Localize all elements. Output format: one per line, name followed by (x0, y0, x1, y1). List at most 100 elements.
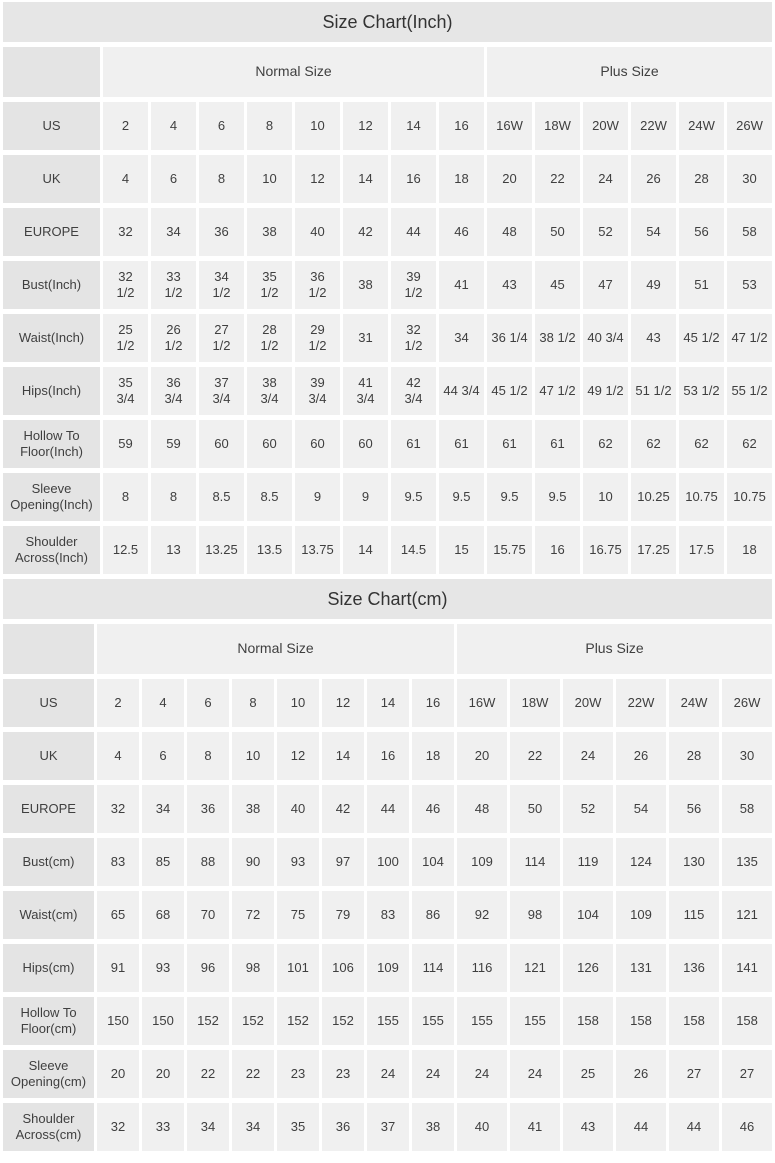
row-label: Hollow To Floor(Inch) (3, 420, 100, 468)
size-value-cell: 35 1/2 (247, 261, 292, 309)
size-value-cell: 56 (679, 208, 724, 256)
size-value-cell: 13.25 (199, 526, 244, 574)
size-value-cell: 20W (563, 679, 613, 727)
table-row: Waist(Inch) 25 1/2 26 1/2 27 1/2 28 1/2 29 1/… (3, 314, 773, 362)
size-value-cell: 62 (631, 420, 676, 468)
size-value-cell: 58 (727, 208, 773, 256)
column-group-header: Plus Size (457, 624, 773, 674)
row-label: Sleeve Opening(Inch) (3, 473, 100, 521)
row-label: UK (3, 155, 100, 203)
size-value-cell: 48 (457, 785, 507, 833)
size-value-cell: 40 (295, 208, 340, 256)
size-value-cell: 62 (583, 420, 628, 468)
size-value-cell: 91 (97, 944, 139, 992)
size-value-cell: 42 3/4 (391, 367, 436, 415)
size-value-cell: 116 (457, 944, 507, 992)
size-value-cell: 10.75 (679, 473, 724, 521)
size-value-cell: 41 (439, 261, 484, 309)
size-value-cell: 36 1/4 (487, 314, 532, 362)
size-value-cell: 13.75 (295, 526, 340, 574)
size-value-cell: 27 (669, 1050, 719, 1098)
size-value-cell: 15 (439, 526, 484, 574)
size-value-cell: 2 (103, 102, 148, 150)
size-value-cell: 24 (412, 1050, 454, 1098)
size-value-cell: 2 (97, 679, 139, 727)
size-value-cell: 16 (439, 102, 484, 150)
size-value-cell: 51 1/2 (631, 367, 676, 415)
size-value-cell: 93 (277, 838, 319, 886)
size-value-cell: 39 1/2 (391, 261, 436, 309)
size-value-cell: 75 (277, 891, 319, 939)
size-value-cell: 14 (343, 526, 388, 574)
size-value-cell: 14.5 (391, 526, 436, 574)
size-value-cell: 10 (247, 155, 292, 203)
size-value-cell: 43 (563, 1103, 613, 1151)
size-value-cell: 43 (631, 314, 676, 362)
size-value-cell: 26 (631, 155, 676, 203)
size-value-cell: 8 (151, 473, 196, 521)
size-value-cell: 60 (247, 420, 292, 468)
size-value-cell: 16 (535, 526, 580, 574)
table-row: Hips(cm) 91 93 96 98 101 106 109 114 116 121 126 131… (3, 944, 773, 992)
size-value-cell: 26 (616, 732, 666, 780)
row-label: Waist(Inch) (3, 314, 100, 362)
size-value-cell: 36 1/2 (295, 261, 340, 309)
size-value-cell: 20 (142, 1050, 184, 1098)
size-value-cell: 33 (142, 1103, 184, 1151)
size-value-cell: 34 (151, 208, 196, 256)
size-value-cell: 8.5 (247, 473, 292, 521)
size-value-cell: 16 (412, 679, 454, 727)
size-value-cell: 22 (510, 732, 560, 780)
size-value-cell: 53 (727, 261, 773, 309)
size-value-cell: 50 (535, 208, 580, 256)
table-row: Sleeve Opening(cm) 20 20 22 22 23 23 24 24 24 24 25… (3, 1050, 773, 1098)
size-value-cell: 34 (232, 1103, 274, 1151)
size-value-cell: 35 (277, 1103, 319, 1151)
size-value-cell: 27 1/2 (199, 314, 244, 362)
size-value-cell: 8 (199, 155, 244, 203)
size-value-cell: 152 (187, 997, 229, 1045)
size-value-cell: 52 (563, 785, 613, 833)
size-value-cell: 32 1/2 (103, 261, 148, 309)
size-value-cell: 30 (727, 155, 773, 203)
size-value-cell: 22 (232, 1050, 274, 1098)
size-value-cell: 4 (151, 102, 196, 150)
size-value-cell: 8.5 (199, 473, 244, 521)
size-value-cell: 12 (343, 102, 388, 150)
size-value-cell: 121 (510, 944, 560, 992)
size-value-cell: 45 (535, 261, 580, 309)
table-row: Hollow To Floor(cm) 150 150 152 152 152 152 155… (3, 997, 773, 1045)
size-value-cell: 18 (439, 155, 484, 203)
size-value-cell: 152 (322, 997, 364, 1045)
size-value-cell: 40 (277, 785, 319, 833)
size-value-cell: 115 (669, 891, 719, 939)
size-value-cell: 119 (563, 838, 613, 886)
size-value-cell: 60 (199, 420, 244, 468)
size-value-cell: 58 (722, 785, 773, 833)
table-row: EUROPE 32 34 36 38 40 42 44 46 48 50 52 54 56 58 (3, 208, 773, 256)
size-value-cell: 20 (97, 1050, 139, 1098)
size-value-cell: 8 (232, 679, 274, 727)
size-value-cell: 9.5 (391, 473, 436, 521)
size-value-cell: 59 (103, 420, 148, 468)
size-value-cell: 9 (343, 473, 388, 521)
size-value-cell: 24 (510, 1050, 560, 1098)
size-value-cell: 44 (367, 785, 409, 833)
size-value-cell: 55 1/2 (727, 367, 773, 415)
size-value-cell: 22 (535, 155, 580, 203)
size-value-cell: 40 3/4 (583, 314, 628, 362)
size-value-cell: 35 3/4 (103, 367, 148, 415)
size-value-cell: 34 (187, 1103, 229, 1151)
table-row: Bust(Inch) 32 1/2 33 1/2 34 1/2 35 1/2 36 1/2… (3, 261, 773, 309)
size-value-cell: 141 (722, 944, 773, 992)
size-value-cell: 61 (439, 420, 484, 468)
size-value-cell: 6 (187, 679, 229, 727)
size-value-cell: 155 (510, 997, 560, 1045)
size-value-cell: 98 (232, 944, 274, 992)
size-value-cell: 62 (679, 420, 724, 468)
size-value-cell: 42 (322, 785, 364, 833)
row-label: US (3, 102, 100, 150)
size-value-cell: 26 (616, 1050, 666, 1098)
size-value-cell: 38 (343, 261, 388, 309)
size-value-cell: 4 (97, 732, 139, 780)
